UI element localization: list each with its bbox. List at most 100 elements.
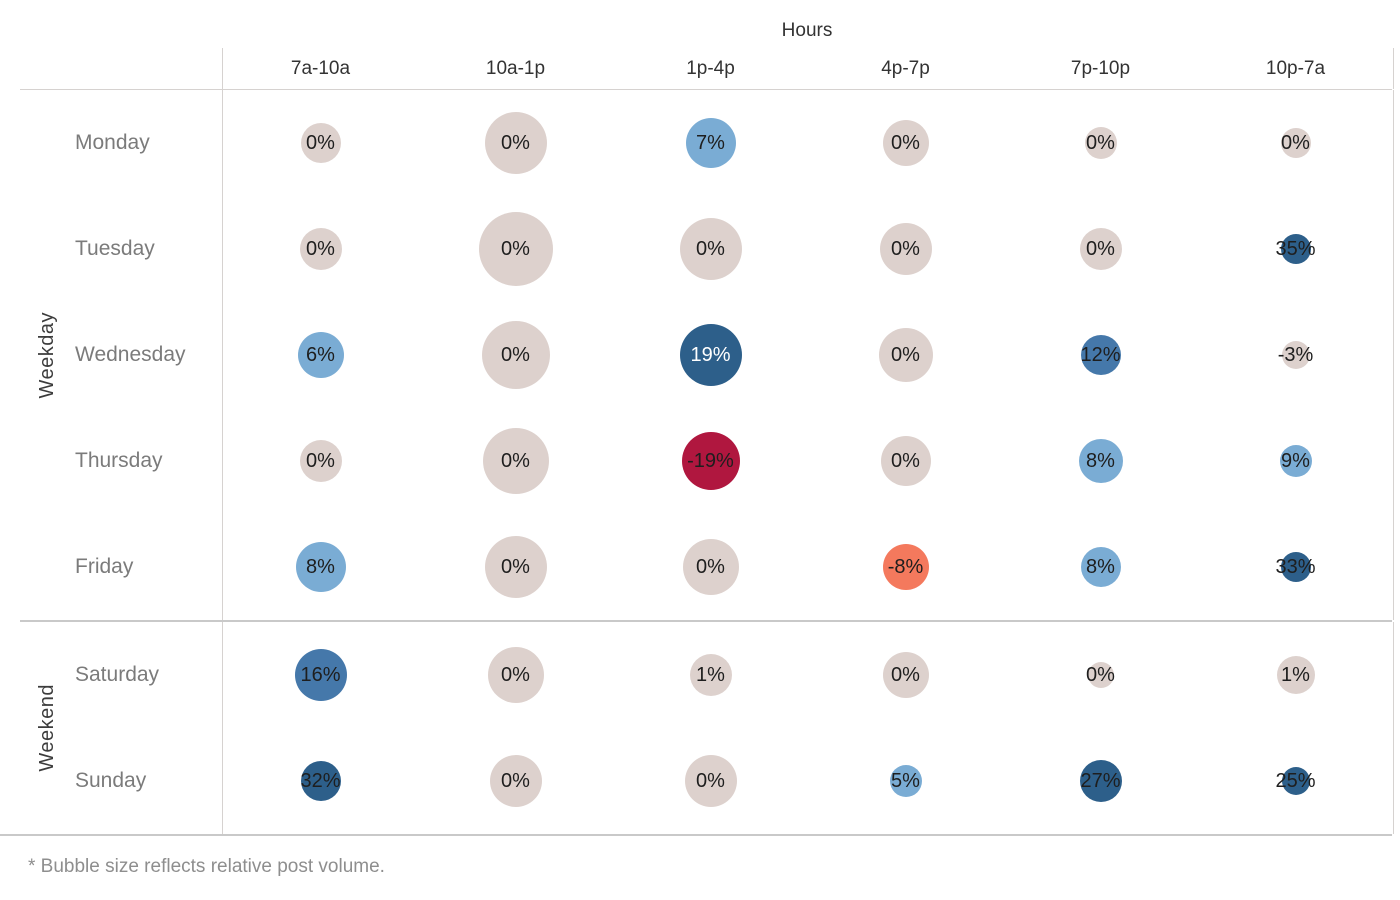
cell-friday-10p-7a: 33% xyxy=(1198,514,1393,620)
bubble-monday-7p-10p[interactable]: 0% xyxy=(1084,127,1117,159)
bubble-sunday-7p-10p[interactable]: 27% xyxy=(1079,760,1122,802)
bubble-friday-7p-10p[interactable]: 8% xyxy=(1080,547,1121,587)
cell-monday-10a-1p: 0% xyxy=(418,90,613,196)
bubble-sunday-7a-10a[interactable]: 32% xyxy=(300,761,341,801)
column-header-10p-7a: 10p-7a xyxy=(1265,57,1326,79)
bubble-tuesday-10p-7a[interactable]: 35% xyxy=(1275,234,1316,264)
column-headers: 7a-10a 10a-1p 1p-4p 4p-7p 7p-10p 10p-7a xyxy=(222,48,1394,89)
cell-sunday-10a-1p: 0% xyxy=(418,728,613,834)
bubble-friday-1p-4p[interactable]: 0% xyxy=(682,539,739,595)
bubble-saturday-4p-7p[interactable]: 0% xyxy=(882,652,929,698)
bubble-monday-10p-7a[interactable]: 0% xyxy=(1280,128,1311,158)
bubble-wednesday-10a-1p[interactable]: 0% xyxy=(481,321,550,389)
bubble-saturday-7a-10a[interactable]: 16% xyxy=(294,649,347,701)
bubble-monday-7a-10a[interactable]: 0% xyxy=(300,123,341,163)
bubble-thursday-7a-10a[interactable]: 0% xyxy=(299,440,342,482)
bubble-tuesday-7a-10a[interactable]: 0% xyxy=(299,228,342,270)
title-row: Hours xyxy=(0,0,1400,48)
column-header-1p-4p: 1p-4p xyxy=(686,57,735,79)
cell-wednesday-4p-7p: 0% xyxy=(808,302,1003,408)
bubble-sunday-10a-1p[interactable]: 0% xyxy=(489,755,542,807)
bubble-thursday-7p-10p[interactable]: 8% xyxy=(1078,439,1123,483)
bubble-value-label: -8% xyxy=(887,556,924,578)
bubble-thursday-4p-7p[interactable]: 0% xyxy=(880,436,931,486)
bubble-value-label: 25% xyxy=(1275,770,1316,792)
row-label-friday: Friday xyxy=(75,555,134,578)
bubble-friday-10p-7a[interactable]: 33% xyxy=(1275,552,1316,582)
group-weekday: Weekday Monday 0% 0% 7% 0% 0% 0% Tuesday 0% 0% 0% 0%… xyxy=(20,90,1394,620)
cell-thursday-10a-1p: 0% xyxy=(418,408,613,514)
bubble-thursday-10p-7a[interactable]: 9% xyxy=(1279,445,1312,477)
bubble-sunday-1p-4p[interactable]: 0% xyxy=(684,755,737,807)
row-label-monday: Monday xyxy=(75,131,150,154)
cell-friday-1p-4p: 0% xyxy=(613,514,808,620)
bubble-tuesday-10a-1p[interactable]: 0% xyxy=(478,212,553,286)
bubble-thursday-1p-4p[interactable]: -19% xyxy=(681,432,740,490)
row-label-sunday: Sunday xyxy=(75,769,147,792)
cell-saturday-1p-4p: 1% xyxy=(613,622,808,728)
bubble-saturday-10p-7a[interactable]: 1% xyxy=(1276,656,1315,694)
bubble-value-label: 0% xyxy=(306,132,335,154)
group-label-weekday: Weekday xyxy=(36,311,58,399)
bubble-saturday-1p-4p[interactable]: 1% xyxy=(689,654,732,696)
cell-tuesday-7p-10p: 0% xyxy=(1003,196,1198,302)
bubble-wednesday-7a-10a[interactable]: 6% xyxy=(297,332,344,378)
bubble-wednesday-10p-7a[interactable]: -3% xyxy=(1278,341,1313,369)
bubble-value-label: 0% xyxy=(891,344,920,366)
cell-thursday-4p-7p: 0% xyxy=(808,408,1003,514)
cell-wednesday-10p-7a: -3% xyxy=(1198,302,1393,408)
group-label-weekend: Weekend xyxy=(36,684,58,772)
bubble-tuesday-7p-10p[interactable]: 0% xyxy=(1079,228,1122,270)
bubble-value-label: 0% xyxy=(891,238,920,260)
bubble-monday-10a-1p[interactable]: 0% xyxy=(484,112,547,174)
bubble-value-label: 0% xyxy=(501,450,530,472)
bubble-monday-4p-7p[interactable]: 0% xyxy=(882,120,929,166)
cell-friday-7p-10p: 8% xyxy=(1003,514,1198,620)
column-header-7p-10p: 7p-10p xyxy=(1070,57,1131,79)
bubble-wednesday-7p-10p[interactable]: 12% xyxy=(1080,335,1121,375)
bubble-value-label: 0% xyxy=(501,556,530,578)
cell-saturday-7a-10a: 16% xyxy=(223,622,418,728)
bubble-value-label: 0% xyxy=(1086,132,1115,154)
chart-body: Weekday Monday 0% 0% 7% 0% 0% 0% Tuesday 0% 0% 0% 0%… xyxy=(0,90,1394,836)
row-monday: Monday 0% 0% 7% 0% 0% 0% xyxy=(75,90,1394,196)
cell-sunday-7p-10p: 27% xyxy=(1003,728,1198,834)
bubble-value-label: 8% xyxy=(1086,556,1115,578)
bubble-value-label: 0% xyxy=(696,770,725,792)
cell-tuesday-7a-10a: 0% xyxy=(223,196,418,302)
bubble-saturday-7p-10p[interactable]: 0% xyxy=(1086,662,1115,688)
bubble-friday-10a-1p[interactable]: 0% xyxy=(484,536,547,598)
bubble-value-label: 32% xyxy=(300,770,341,792)
cell-monday-1p-4p: 7% xyxy=(613,90,808,196)
bubble-value-label: -19% xyxy=(687,450,734,472)
bubble-friday-7a-10a[interactable]: 8% xyxy=(295,542,346,592)
bubble-value-label: 27% xyxy=(1080,770,1121,792)
bubble-value-label: -3% xyxy=(1277,344,1314,366)
cell-friday-4p-7p: -8% xyxy=(808,514,1003,620)
bubble-wednesday-1p-4p[interactable]: 19% xyxy=(679,324,742,386)
bubble-value-label: 5% xyxy=(891,770,920,792)
bubble-tuesday-4p-7p[interactable]: 0% xyxy=(879,223,932,275)
bubble-saturday-10a-1p[interactable]: 0% xyxy=(487,647,544,703)
bubble-thursday-10a-1p[interactable]: 0% xyxy=(482,428,549,494)
cell-wednesday-10a-1p: 0% xyxy=(418,302,613,408)
bubble-sunday-4p-7p[interactable]: 5% xyxy=(889,765,922,797)
bubble-value-label: 35% xyxy=(1275,238,1316,260)
bubble-monday-1p-4p[interactable]: 7% xyxy=(685,118,736,168)
bubble-value-label: 0% xyxy=(501,344,530,366)
cell-thursday-7a-10a: 0% xyxy=(223,408,418,514)
bubble-value-label: 0% xyxy=(306,450,335,472)
bubble-wednesday-4p-7p[interactable]: 0% xyxy=(878,328,933,382)
bubble-sunday-10p-7a[interactable]: 25% xyxy=(1275,767,1316,795)
bubble-value-label: 16% xyxy=(300,664,341,686)
column-header-7a-10a: 7a-10a xyxy=(290,57,351,79)
bubble-tuesday-1p-4p[interactable]: 0% xyxy=(679,218,742,280)
cell-monday-4p-7p: 0% xyxy=(808,90,1003,196)
bubble-value-label: 0% xyxy=(696,556,725,578)
bubble-value-label: 7% xyxy=(696,132,725,154)
bubble-value-label: 0% xyxy=(501,770,530,792)
cell-thursday-7p-10p: 8% xyxy=(1003,408,1198,514)
cell-sunday-10p-7a: 25% xyxy=(1198,728,1393,834)
bubble-friday-4p-7p[interactable]: -8% xyxy=(882,544,929,590)
